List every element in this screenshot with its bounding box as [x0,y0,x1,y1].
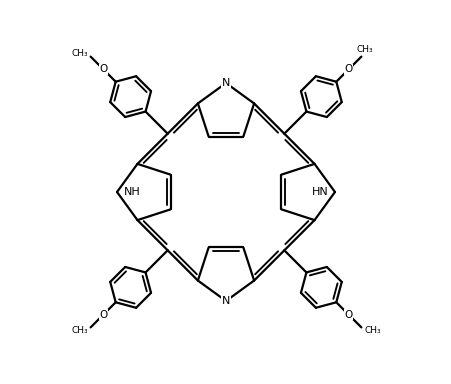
Text: N: N [221,296,230,306]
Text: N: N [221,78,230,88]
Text: O: O [344,310,352,320]
Text: CH₃: CH₃ [71,49,87,58]
Text: CH₃: CH₃ [355,45,372,54]
Text: HN: HN [311,187,327,197]
Text: O: O [99,64,107,74]
Text: CH₃: CH₃ [364,326,380,335]
Text: O: O [99,310,107,320]
Text: O: O [344,64,352,74]
Text: NH: NH [124,187,140,197]
Text: CH₃: CH₃ [71,326,87,335]
